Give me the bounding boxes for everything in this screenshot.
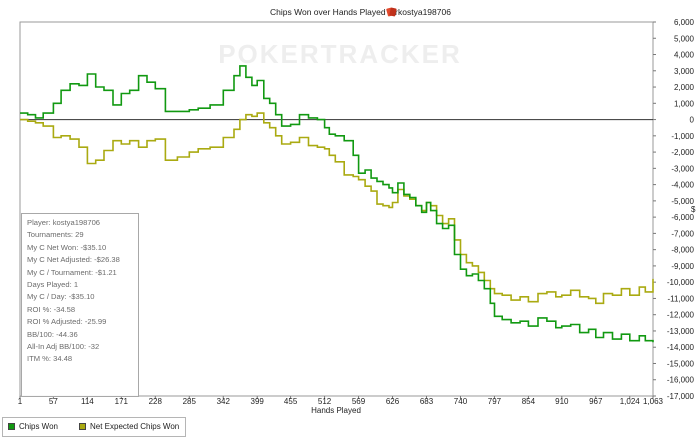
y-tick-label: 1,000 [674,99,695,108]
y-tick-label: -16,000 [667,376,695,385]
legend-label-net-expected: Net Expected Chips Won [90,422,180,431]
x-tick-label: 1,024 [620,397,641,406]
y-tick-label: -7,000 [671,229,694,238]
y-tick-label: -10,000 [667,278,695,287]
stats-panel: Player: kostya198706 Tournaments: 29 My … [21,213,139,397]
stat-player: Player: kostya198706 [27,218,101,227]
legend-swatch-net-expected [79,423,86,430]
poker-card-icon [386,7,397,17]
y-tick-label: -5,000 [671,197,694,206]
x-tick-label: 797 [488,397,502,406]
stat-net-adjusted: My C Net Adjusted: -$26.38 [27,255,120,265]
stat-itm: ITM %: 34.48 [27,354,73,364]
y-axis: 6,000 5,000 4,000 3,000 2,000 1,000 0 -1,000 -2,… [653,18,695,401]
y-tick-label: -3,000 [671,164,694,173]
series-line-net-expected [20,112,654,305]
chart-title: Chips Won over Hands Played for [270,7,398,17]
y-tick-label: 4,000 [674,51,695,60]
y-tick-label: -1,000 [671,132,694,141]
y-tick-label: 2,000 [674,83,695,92]
y-tick-label: -14,000 [667,343,695,352]
watermark-text: POKERTRACKER [218,39,462,69]
x-axis: 1 57 114 171 228 285 342 399 455 512 569 626 683 740 7… [18,396,664,406]
stat-per-tournament: My C / Tournament: -$1.21 [27,267,117,277]
y-tick-label: -2,000 [671,148,694,157]
y-axis-unit: $ [691,205,696,214]
legend-label-chips-won: Chips Won [19,422,58,431]
legend-item-net-expected[interactable]: Net Expected Chips Won [79,422,179,431]
y-tick-label: -12,000 [667,311,695,320]
x-tick-label: 399 [251,397,265,406]
y-tick-label: -9,000 [671,262,694,271]
x-tick-label: 967 [589,397,603,406]
legend-item-chips-won[interactable]: Chips Won [8,422,58,431]
y-tick-label: 3,000 [674,67,695,76]
y-tick-label: -4,000 [671,181,694,190]
x-tick-label: 626 [386,397,400,406]
stat-allin-bb100: All-In Adj BB/100: -32 [27,342,100,352]
x-tick-label: 512 [318,397,332,406]
stat-roi: ROI %: -34.58 [27,304,76,314]
x-tick-label: 740 [454,397,468,406]
stat-net-won: My C Net Won: -$35.10 [27,242,107,252]
chart-player-name: kostya198706 [398,7,451,17]
x-tick-label: 569 [352,397,366,406]
y-tick-label: -13,000 [667,327,695,336]
x-tick-label: 1 [18,397,23,406]
x-axis-label: Hands Played [311,406,361,415]
stat-roi-adjusted: ROI % Adjusted: -25.99 [27,317,107,327]
x-tick-label: 854 [522,397,536,406]
stat-per-day: My C / Day: -$35.10 [27,292,95,302]
y-tick-label: 0 [690,116,695,125]
stat-bb100: BB/100: -44.36 [27,329,78,339]
x-tick-label: 171 [115,397,129,406]
x-tick-label: 455 [284,397,298,406]
y-tick-label: -6,000 [671,213,694,222]
y-tick-label: 6,000 [674,18,695,27]
y-tick-label: -17,000 [667,392,695,401]
y-tick-label: -11,000 [667,294,694,303]
x-tick-label: 910 [555,397,569,406]
x-tick-label: 1,063 [643,397,664,406]
x-tick-label: 683 [420,397,434,406]
x-tick-label: 228 [149,397,163,406]
legend: Chips Won Net Expected Chips Won [2,417,186,437]
x-tick-label: 57 [49,397,58,406]
series-line-chips-won [20,65,654,343]
stat-days-played: Days Played: 1 [27,280,79,290]
stat-tournaments: Tournaments: 29 [27,230,84,240]
x-tick-label: 114 [81,397,94,406]
legend-swatch-chips-won [8,423,15,430]
x-tick-label: 285 [183,397,197,406]
series-group [20,65,654,343]
y-tick-label: -15,000 [667,359,695,368]
x-tick-label: 342 [217,397,231,406]
y-tick-label: -8,000 [671,246,694,255]
y-tick-label: 5,000 [674,34,695,43]
